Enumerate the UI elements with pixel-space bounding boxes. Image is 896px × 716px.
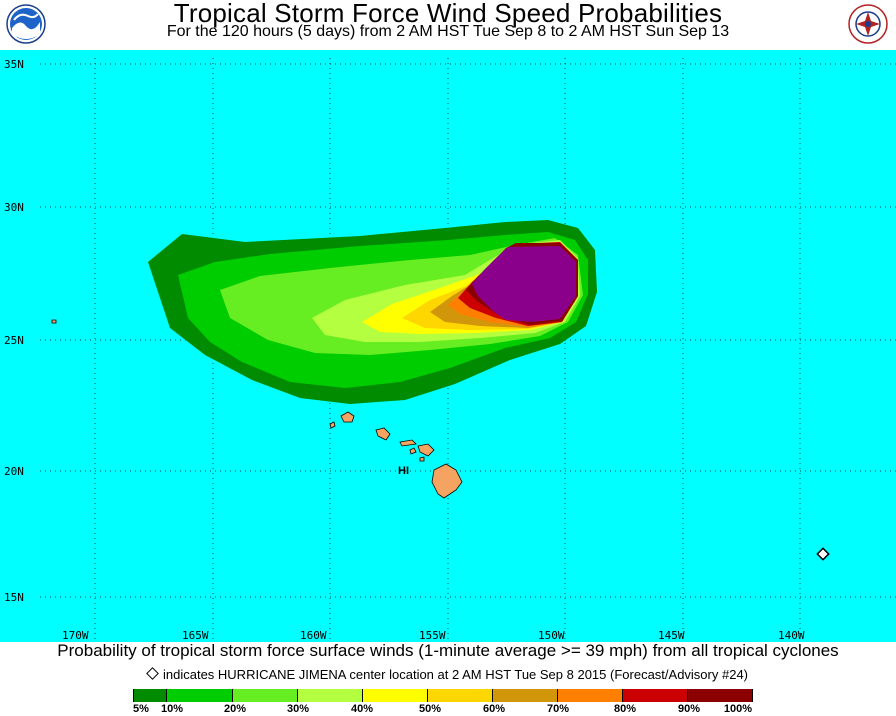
island-oahu	[375, 427, 391, 441]
noaa-logo-icon	[6, 4, 46, 44]
map-caption: Probability of tropical storm force surf…	[57, 641, 839, 660]
lon-label-140w: 140W	[778, 629, 805, 642]
lon-label-150w: 150W	[538, 629, 565, 642]
island-molokai	[399, 439, 417, 447]
lon-label-165w: 165W	[182, 629, 209, 642]
storm-center-note: indicates HURRICANE JIMENA center locati…	[0, 667, 896, 682]
header: Tropical Storm Force Wind Speed Probabil…	[0, 0, 896, 50]
island-niihau	[329, 421, 336, 429]
lat-label-30n: 30N	[4, 201, 24, 214]
island-hawaii	[431, 463, 463, 499]
legend-tick-30: 30%	[286, 703, 310, 715]
legend-tick-90: 90%	[677, 703, 701, 715]
longitude-labels: 170W 165W 160W 155W 150W 145W 140W	[62, 629, 805, 642]
lon-label-155w: 155W	[419, 629, 446, 642]
legend-tick-50: 50%	[418, 703, 442, 715]
legend-swatch-20-30	[233, 689, 298, 702]
island-lanai	[409, 447, 417, 455]
legend-swatch-50-60	[428, 689, 493, 702]
legend-tick-40: 40%	[350, 703, 374, 715]
diamond-marker-icon	[816, 547, 830, 561]
island-label: HI	[398, 465, 409, 477]
lon-label-170w: 170W	[62, 629, 89, 642]
probability-legend-bar	[133, 689, 753, 702]
lat-label-20n: 20N	[4, 465, 24, 478]
legend-tick-100: 100%	[723, 703, 753, 715]
island-kauai	[340, 411, 355, 423]
legend-tick-5: 5%	[133, 703, 149, 715]
lat-label-25n: 25N	[4, 334, 24, 347]
legend-tick-20: 20%	[223, 703, 247, 715]
legend-tick-70: 70%	[546, 703, 570, 715]
legend-tick-80: 80%	[613, 703, 637, 715]
map-title: Tropical Storm Force Wind Speed Probabil…	[173, 0, 723, 28]
lon-label-145w: 145W	[658, 629, 685, 642]
legend-tick-60: 60%	[482, 703, 506, 715]
diamond-marker-icon	[146, 667, 159, 680]
lat-label-15n: 15N	[4, 591, 24, 604]
national-weather-service-logo-icon	[848, 4, 888, 44]
latitude-labels: 35N 30N 25N 20N 15N	[4, 58, 24, 604]
hawaiian-islands	[51, 319, 463, 499]
legend-swatch-30-40	[298, 689, 363, 702]
legend-swatch-10-20	[167, 689, 233, 702]
legend-swatch-80-90	[623, 689, 688, 702]
legend-tick-10: 10%	[160, 703, 184, 715]
legend-swatch-60-70	[493, 689, 558, 702]
probability-contours	[148, 220, 597, 404]
island-kahoolawe	[419, 456, 425, 462]
legend-swatch-90-100	[688, 689, 753, 702]
contour-100	[472, 246, 576, 322]
island-northwest-speck	[51, 319, 57, 324]
storm-center-note-text: indicates HURRICANE JIMENA center locati…	[162, 667, 748, 682]
island-maui	[417, 443, 435, 457]
legend-swatch-40-50	[363, 689, 428, 702]
legend-swatch-70-80	[558, 689, 623, 702]
map-subtitle: For the 120 hours (5 days) from 2 AM HST…	[166, 23, 730, 40]
lon-label-160w: 160W	[300, 629, 327, 642]
probability-map: HI 35N 30N 25N 20N 15N 170W 165W 160W 15…	[0, 50, 896, 642]
lat-label-35n: 35N	[4, 58, 24, 71]
legend-swatch-5-10	[133, 689, 167, 702]
